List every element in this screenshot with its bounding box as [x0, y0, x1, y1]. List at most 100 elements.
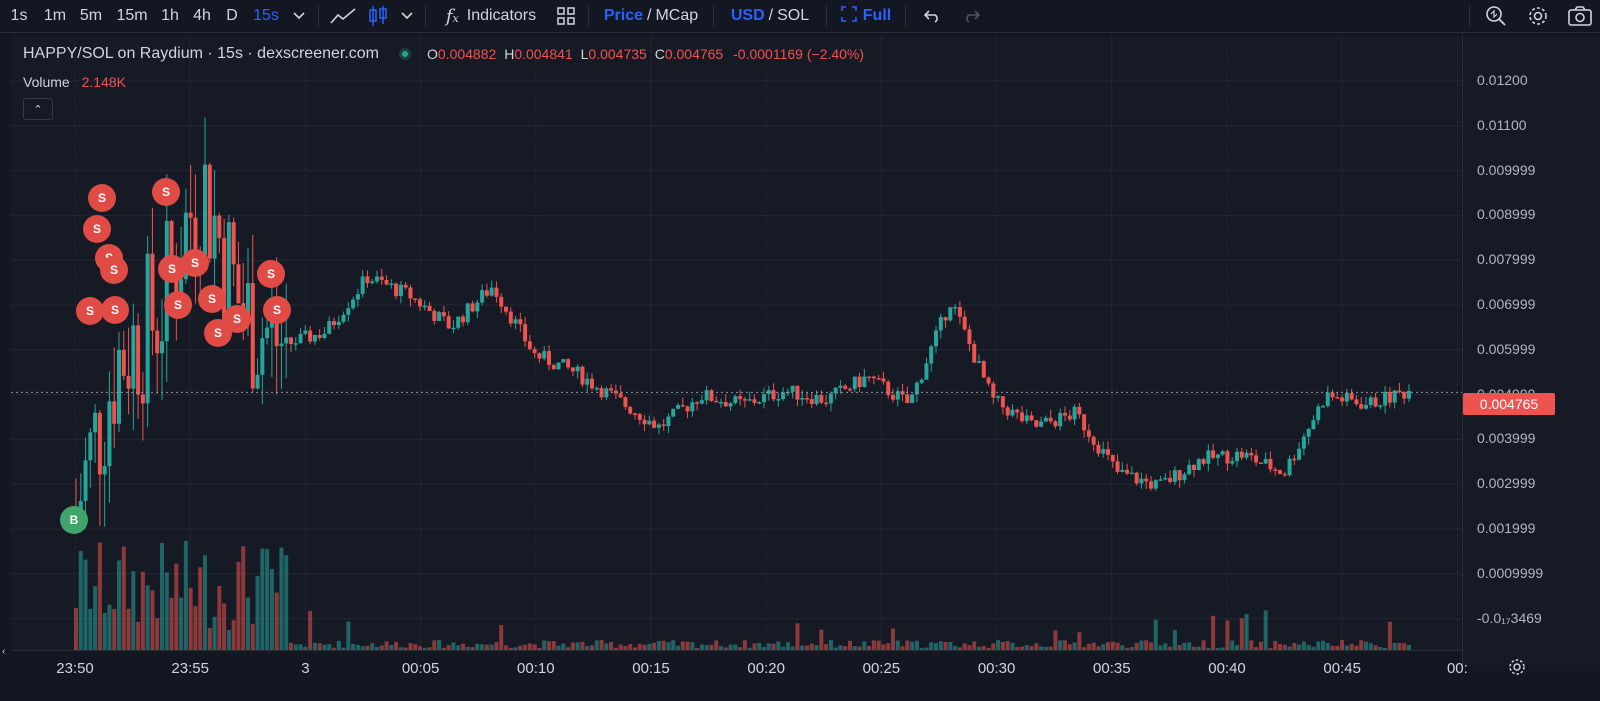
mcap-option[interactable]: MCap [655, 7, 699, 24]
usd-option[interactable]: USD [730, 7, 765, 24]
axis-settings-gear-icon[interactable] [1508, 658, 1526, 681]
volume-bar [1387, 621, 1392, 650]
candle-body [217, 215, 222, 239]
sell-marker[interactable]: S [257, 260, 285, 288]
volume-bar [776, 641, 781, 650]
volume-bar [1010, 642, 1015, 650]
sell-marker[interactable]: S [164, 291, 192, 319]
close-value: 0.004765 [664, 46, 724, 62]
candle-body [355, 294, 360, 300]
sell-marker[interactable]: S [83, 215, 111, 243]
candle-body [972, 344, 977, 363]
volume-bar [437, 640, 442, 650]
candle-body [1258, 462, 1263, 464]
volume-bar [1082, 647, 1087, 650]
volume-bar [967, 645, 972, 650]
sell-marker[interactable]: S [101, 296, 129, 324]
candle-body [427, 305, 432, 311]
interval-15s[interactable]: 15s [253, 7, 279, 24]
volume-bar [518, 645, 523, 650]
candle-body [1192, 464, 1196, 471]
sell-marker[interactable]: S [204, 319, 232, 347]
candle-body [1239, 451, 1244, 458]
sell-marker[interactable]: S [181, 249, 209, 277]
sell-marker[interactable]: S [76, 297, 104, 325]
interval-1m[interactable]: 1m [43, 7, 67, 24]
candle-body [1306, 429, 1311, 437]
pair-title: HAPPY/SOL on Raydium · 15s · dexscreener… [23, 45, 379, 62]
layout-grid-icon[interactable] [550, 0, 582, 33]
volume-bar [1163, 643, 1168, 650]
volume-bar [633, 647, 637, 650]
volume-bar [284, 555, 289, 650]
sell-marker[interactable]: S [88, 184, 116, 212]
usd-sol-toggle[interactable]: USD / SOL [720, 0, 820, 33]
interval-15m[interactable]: 15m [116, 7, 148, 24]
candle-body [322, 333, 327, 338]
price-axis[interactable]: 0.01200 0.01100 0.009999 0.008999 0.007999 0.… [1462, 36, 1600, 666]
candle-body [656, 424, 661, 428]
sell-marker[interactable]: S [152, 178, 180, 206]
candle-body [690, 402, 695, 412]
candle-body [470, 303, 475, 312]
volume-bar [575, 642, 580, 650]
sol-option[interactable]: SOL [777, 7, 810, 24]
candles-icon[interactable] [361, 0, 395, 33]
candle-body [996, 396, 1001, 398]
volume-bar [375, 646, 379, 650]
price-mcap-toggle[interactable]: Price / MCap [595, 0, 707, 33]
interval-d[interactable]: D [226, 7, 238, 24]
chevron-left-icon[interactable]: ‹ [2, 646, 6, 657]
interval-4h[interactable]: 4h [193, 7, 211, 24]
volume-bar [910, 641, 915, 650]
undo-icon[interactable] [912, 0, 952, 33]
volume-bar [312, 642, 317, 650]
candle-body [303, 330, 308, 334]
candle-body [308, 330, 313, 342]
candle-body [1254, 455, 1259, 463]
candle-body [1048, 417, 1053, 422]
candlestick-chart[interactable] [11, 36, 1462, 650]
interval-1s[interactable]: 1s [10, 7, 28, 24]
collapse-legend-button[interactable]: ⌃ [23, 98, 53, 120]
price-option[interactable]: Price [603, 7, 643, 24]
volume-bar [1340, 640, 1345, 650]
interval-dropdown-chevron-down-icon[interactable] [286, 0, 312, 33]
candle-body [93, 412, 98, 433]
indicators-button[interactable]: fx Indicators [432, 0, 550, 33]
volume-bar [265, 549, 270, 650]
volume-bar [1067, 644, 1072, 650]
price-chart-pane[interactable] [11, 36, 1600, 666]
interval-1h[interactable]: 1h [161, 7, 179, 24]
candle-body [1043, 417, 1048, 422]
volume-bar [1254, 647, 1259, 650]
volume-bar [1330, 645, 1335, 650]
candle-body [991, 383, 996, 398]
volume-bar [346, 621, 351, 650]
chart-type-chevron-down-icon[interactable] [395, 0, 419, 33]
volume-bar [828, 640, 833, 650]
line-chart-icon[interactable] [325, 0, 361, 33]
volume-bar [432, 640, 437, 650]
candle-body [398, 284, 403, 297]
candle-body [236, 264, 241, 304]
sell-marker[interactable]: S [198, 285, 226, 313]
volume-bar [719, 646, 723, 650]
gear-icon[interactable] [1516, 0, 1560, 33]
buy-marker[interactable]: B [60, 506, 88, 534]
interval-5m[interactable]: 5m [79, 7, 103, 24]
toolbar-divider [826, 5, 827, 27]
volume-bar [556, 645, 561, 650]
search-zoom-icon[interactable] [1476, 0, 1516, 33]
high-value: 0.004841 [514, 46, 573, 62]
redo-icon[interactable] [952, 0, 992, 33]
volume-bar [561, 643, 566, 650]
time-axis[interactable]: 23:50 23:55 3 00:05 00:10 00:15 00:20 00:25 00:3… [11, 650, 1468, 687]
sell-marker[interactable]: S [100, 256, 128, 284]
camera-icon[interactable] [1560, 0, 1600, 33]
volume-bar [355, 644, 360, 650]
sell-marker[interactable]: S [263, 296, 291, 324]
candle-body [1340, 397, 1345, 402]
full-button[interactable]: Full [833, 0, 899, 33]
candle-body [117, 349, 121, 424]
